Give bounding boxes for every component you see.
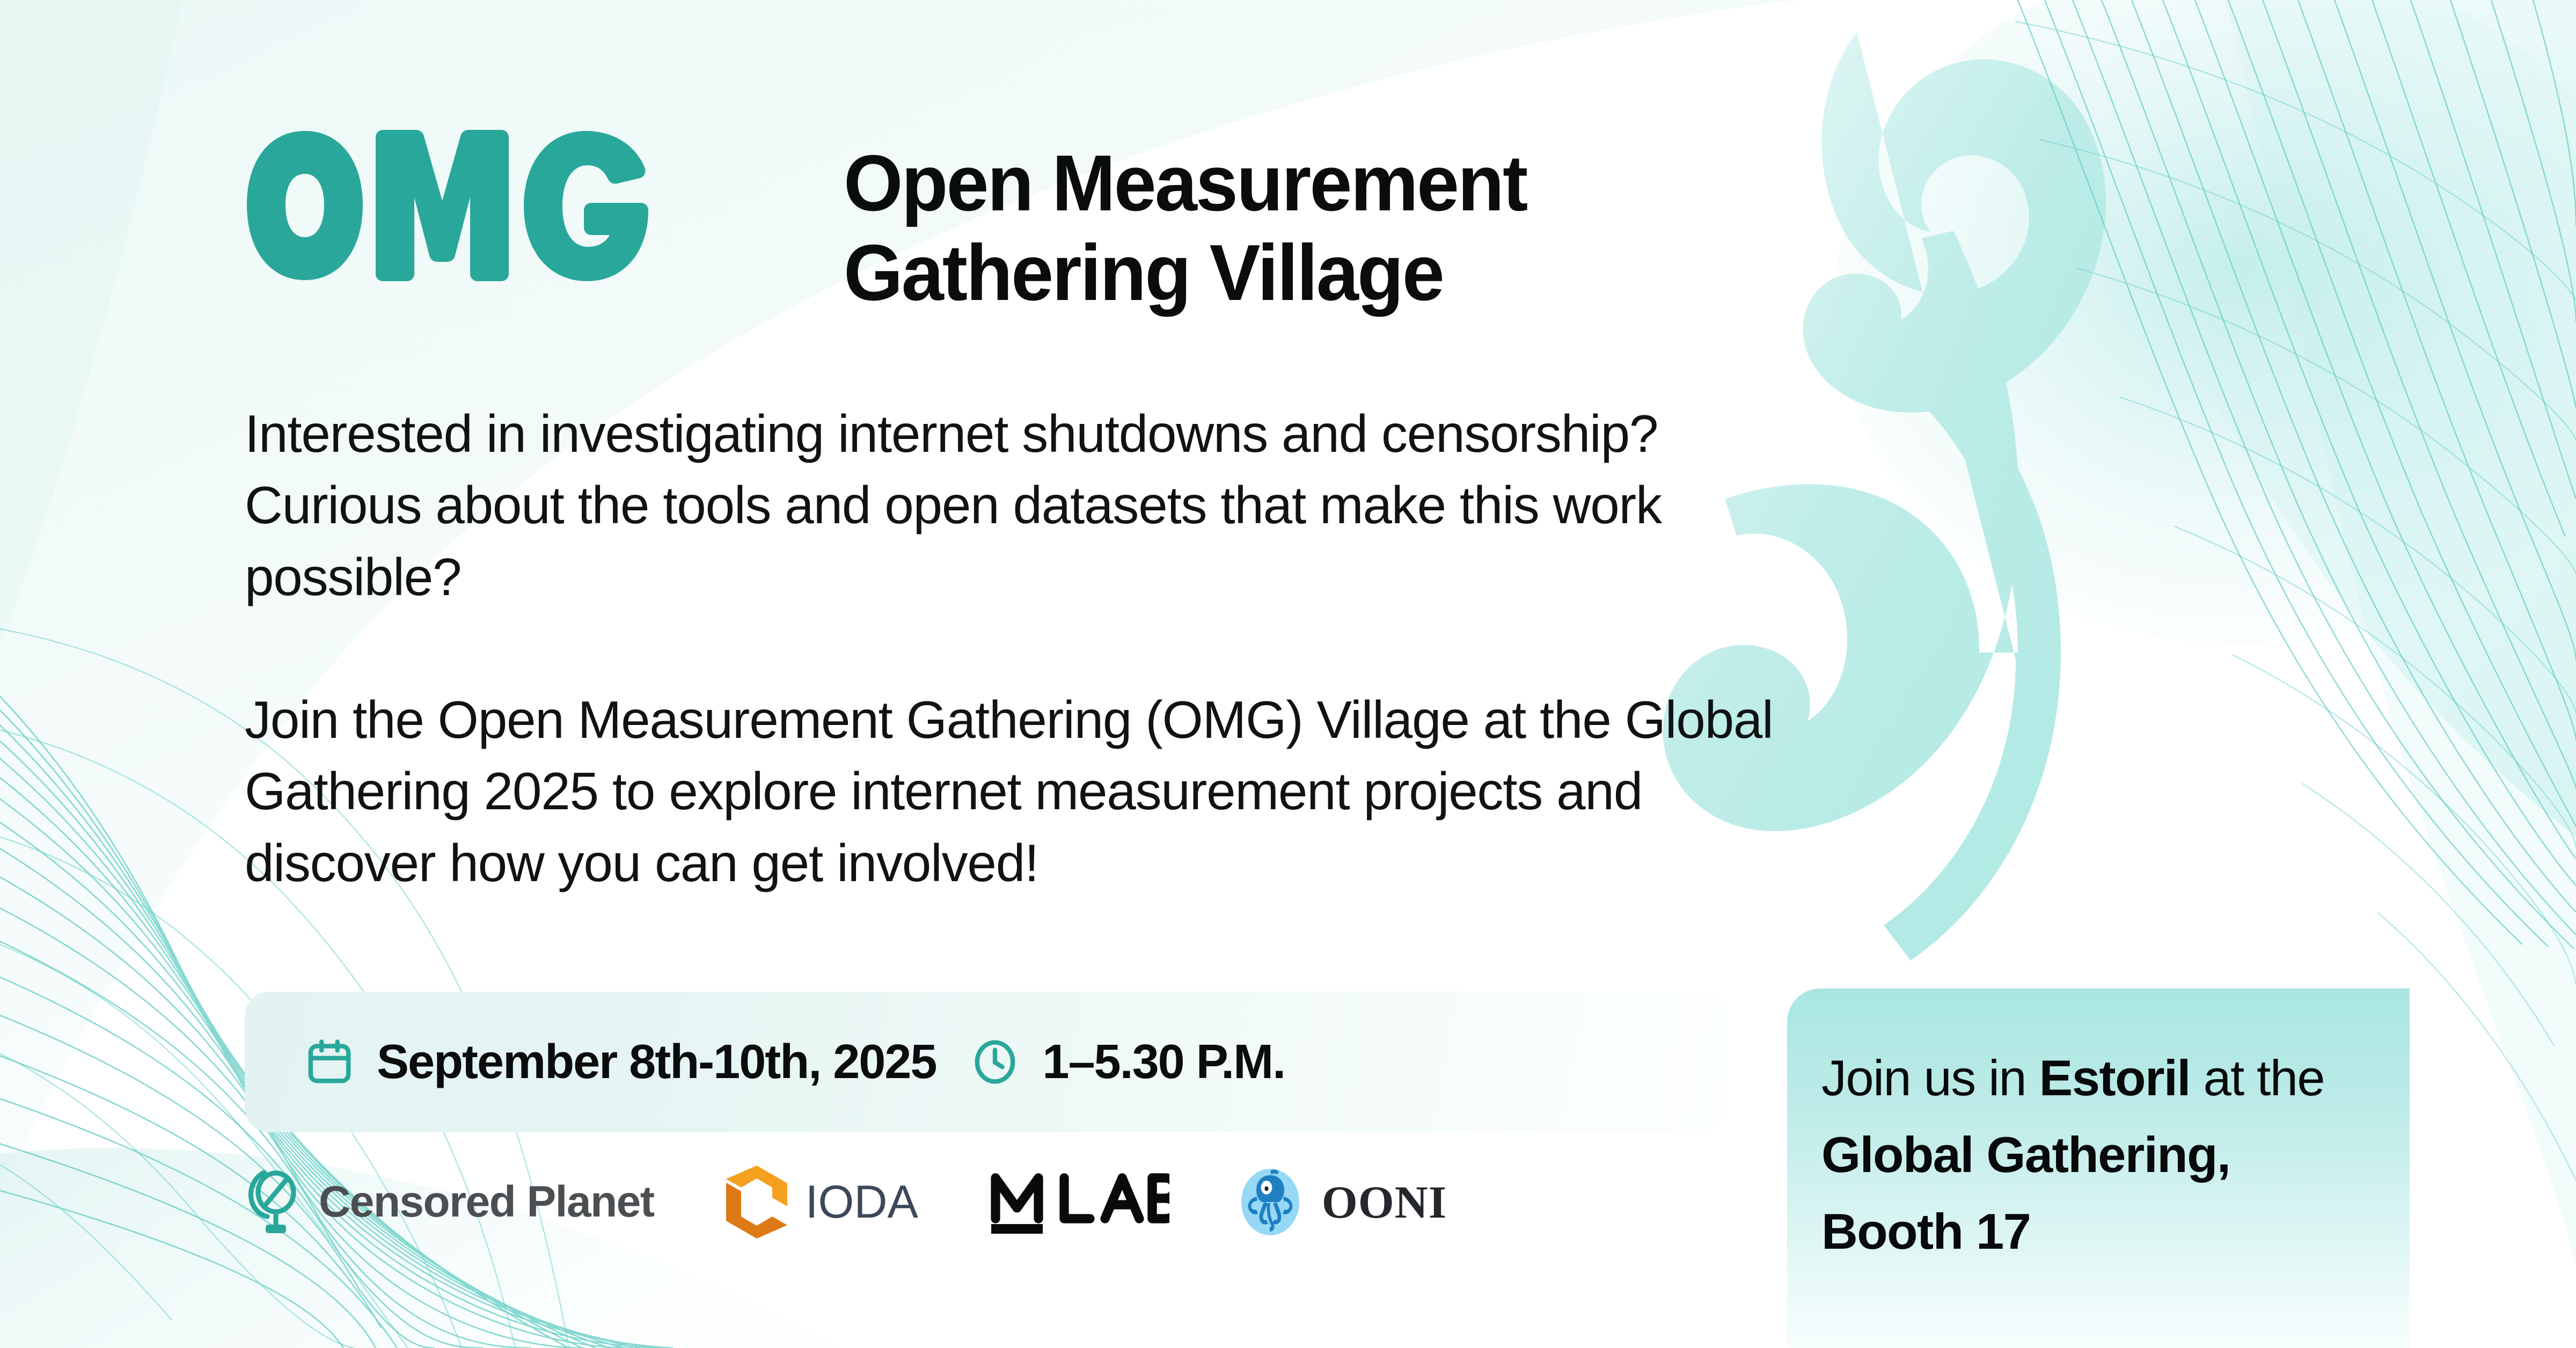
ooni-octopus-icon bbox=[1241, 1169, 1299, 1235]
partner-name-censored-planet: Censored Planet bbox=[319, 1177, 655, 1226]
cta-booth: Booth 17 bbox=[1821, 1203, 2031, 1259]
cta-text: Join us in Estoril at the Global Gatheri… bbox=[1821, 1040, 2370, 1270]
event-date-label: September 8th-10th, 2025 bbox=[377, 1035, 937, 1089]
partner-ioda: IODA bbox=[723, 1163, 918, 1241]
banner-header: Open Measurement Gathering Village bbox=[243, 122, 1555, 318]
event-time-label: 1–5.30 P.M. bbox=[1042, 1035, 1286, 1089]
page-title-line2: Gathering Village bbox=[844, 229, 1445, 318]
top-right-glow-blob bbox=[1835, 0, 2576, 644]
partner-logos: Censored Planet IODA MLAB bbox=[243, 1163, 1447, 1241]
event-time: 1–5.30 P.M. bbox=[969, 1035, 1286, 1090]
ioda-hexagon-icon bbox=[726, 1166, 787, 1239]
paragraph-intro: Interested in investigating internet shu… bbox=[245, 404, 1662, 606]
partner-name-ioda: IODA bbox=[805, 1176, 918, 1228]
cta-card[interactable]: Join us in Estoril at the Global Gatheri… bbox=[1787, 988, 2410, 1348]
calendar-icon bbox=[308, 1039, 351, 1083]
partner-mlab: MLAB bbox=[987, 1167, 1169, 1237]
omg-logo bbox=[247, 130, 648, 281]
censored-planet-globe-icon bbox=[248, 1170, 296, 1233]
event-details-bar: September 8th-10th, 2025 1–5.30 P.M. bbox=[245, 992, 1726, 1132]
mlab-wordmark-icon bbox=[991, 1173, 1169, 1234]
event-date: September 8th-10th, 2025 bbox=[304, 1035, 937, 1090]
partner-ooni: OONI bbox=[1238, 1164, 1447, 1240]
cta-city: Estoril bbox=[2039, 1050, 2191, 1106]
cta-middle: at the bbox=[2190, 1050, 2325, 1106]
paragraph-invite: Join the Open Measurement Gathering (OMG… bbox=[245, 690, 1774, 892]
top-right-wireframe-mesh bbox=[2017, 0, 2576, 949]
body-copy: Interested in investigating internet shu… bbox=[245, 398, 1828, 899]
page-title-line1: Open Measurement bbox=[844, 139, 1528, 228]
title-block: Open Measurement Gathering Village bbox=[844, 138, 1555, 318]
partner-name-ooni: OONI bbox=[1321, 1176, 1447, 1228]
partner-censored-planet: Censored Planet bbox=[243, 1167, 655, 1237]
cta-event: Global Gathering, bbox=[1821, 1126, 2231, 1183]
cta-prefix: Join us in bbox=[1821, 1050, 2039, 1106]
clock-icon bbox=[975, 1040, 1015, 1084]
